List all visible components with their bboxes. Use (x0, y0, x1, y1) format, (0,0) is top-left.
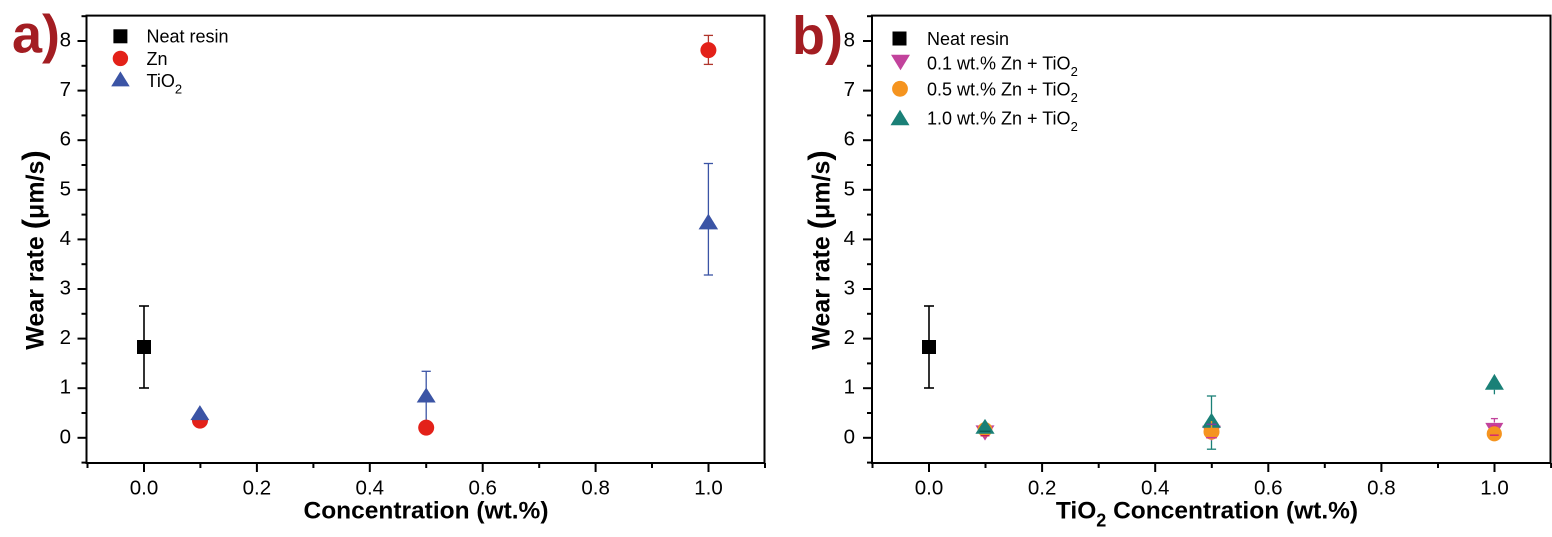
svg-text:2: 2 (844, 326, 855, 349)
svg-text:6: 6 (844, 128, 855, 151)
svg-text:0: 0 (60, 425, 71, 448)
svg-text:0.8: 0.8 (1367, 477, 1396, 500)
svg-text:Neat resin: Neat resin (147, 27, 229, 47)
svg-text:0.4: 0.4 (356, 477, 385, 500)
svg-text:2: 2 (60, 326, 71, 349)
svg-text:1.0: 1.0 (1480, 477, 1509, 500)
svg-text:0.2: 0.2 (243, 477, 272, 500)
svg-text:Wear rate (μm/s): Wear rate (μm/s) (802, 150, 837, 349)
svg-text:5: 5 (844, 177, 855, 200)
svg-text:Zn: Zn (147, 49, 168, 69)
svg-text:0.8: 0.8 (581, 477, 610, 500)
svg-text:0.6: 0.6 (1254, 477, 1283, 500)
svg-text:Wear rate (μm/s): Wear rate (μm/s) (16, 150, 51, 349)
svg-text:7: 7 (60, 78, 71, 101)
svg-text:8: 8 (844, 29, 855, 52)
svg-text:b): b) (792, 6, 843, 66)
svg-text:3: 3 (844, 277, 855, 300)
svg-text:1.0: 1.0 (694, 477, 723, 500)
svg-text:0.4: 0.4 (1141, 477, 1170, 500)
svg-text:1: 1 (844, 376, 855, 399)
svg-text:0.2: 0.2 (1028, 477, 1057, 500)
svg-text:0.6: 0.6 (468, 477, 497, 500)
svg-text:7: 7 (844, 78, 855, 101)
svg-text:5: 5 (60, 177, 71, 200)
svg-text:1: 1 (60, 376, 71, 399)
svg-text:4: 4 (844, 227, 855, 250)
svg-text:3: 3 (60, 277, 71, 300)
svg-text:6: 6 (60, 128, 71, 151)
svg-text:a): a) (12, 5, 60, 65)
svg-text:0.0: 0.0 (130, 477, 159, 500)
svg-text:8: 8 (60, 29, 71, 52)
svg-text:Neat resin: Neat resin (927, 29, 1009, 49)
svg-text:4: 4 (60, 227, 71, 250)
svg-text:Concentration (wt.%): Concentration (wt.%) (304, 498, 549, 525)
svg-text:0: 0 (844, 425, 855, 448)
svg-text:0.0: 0.0 (915, 477, 944, 500)
